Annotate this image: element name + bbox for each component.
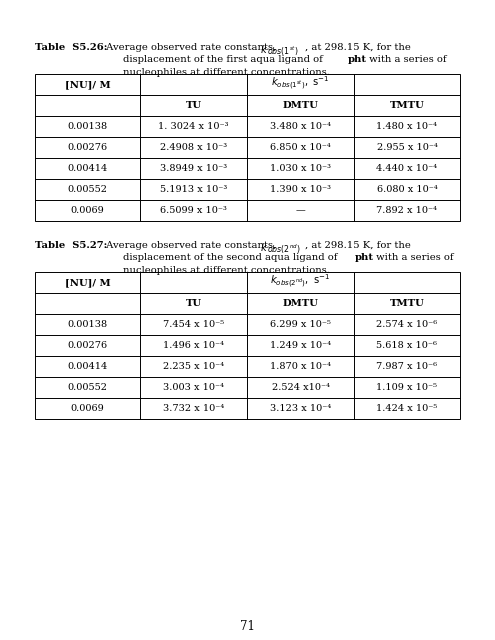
- Text: 5.1913 x 10⁻³: 5.1913 x 10⁻³: [160, 185, 227, 194]
- Bar: [35, 74, 460, 221]
- Text: DMTU: DMTU: [283, 101, 318, 110]
- Text: 1.249 x 10⁻⁴: 1.249 x 10⁻⁴: [270, 341, 331, 350]
- Text: 0.00414: 0.00414: [67, 164, 107, 173]
- Text: $\mathit{obs(2^{nd})}$: $\mathit{obs(2^{nd})}$: [267, 243, 300, 256]
- Text: 2.235 x 10⁻⁴: 2.235 x 10⁻⁴: [163, 362, 224, 371]
- Text: 1.390 x 10⁻³: 1.390 x 10⁻³: [270, 185, 331, 194]
- Text: 6.080 x 10⁻⁴: 6.080 x 10⁻⁴: [377, 185, 438, 194]
- Text: 4.440 x 10⁻⁴: 4.440 x 10⁻⁴: [376, 164, 438, 173]
- Text: Table  S5.26:: Table S5.26:: [35, 43, 107, 52]
- Text: 1.496 x 10⁻⁴: 1.496 x 10⁻⁴: [163, 341, 224, 350]
- Text: 0.00138: 0.00138: [67, 320, 107, 329]
- Text: $\it{k}$: $\it{k}$: [260, 241, 268, 253]
- Text: 0.0069: 0.0069: [71, 206, 104, 215]
- Text: 0.00276: 0.00276: [67, 341, 107, 350]
- Text: [NU]/ M: [NU]/ M: [65, 80, 110, 89]
- Text: 0.00552: 0.00552: [67, 383, 107, 392]
- Bar: [35, 272, 460, 419]
- Text: $\it{k}_{\mathit{obs(2^{nd})}},\ \mathrm{s}^{-1}$: $\it{k}_{\mathit{obs(2^{nd})}},\ \mathrm…: [270, 273, 330, 289]
- Text: DMTU: DMTU: [283, 299, 318, 308]
- Text: 0.00138: 0.00138: [67, 122, 107, 131]
- Text: displacement of the first aqua ligand of: displacement of the first aqua ligand of: [123, 56, 326, 65]
- Text: , at 298.15 K, for the: , at 298.15 K, for the: [305, 241, 411, 250]
- Text: 3.480 x 10⁻⁴: 3.480 x 10⁻⁴: [270, 122, 331, 131]
- Text: 2.524 x10⁻⁴: 2.524 x10⁻⁴: [271, 383, 330, 392]
- Text: 7.987 x 10⁻⁶: 7.987 x 10⁻⁶: [376, 362, 438, 371]
- Text: , at 298.15 K, for the: , at 298.15 K, for the: [305, 43, 411, 52]
- Text: 7.892 x 10⁻⁴: 7.892 x 10⁻⁴: [377, 206, 438, 215]
- Text: with a series of: with a series of: [373, 253, 453, 262]
- Text: pht: pht: [348, 56, 367, 65]
- Text: TU: TU: [186, 299, 201, 308]
- Text: $\it{k}_{\mathit{obs(1^{st})}},\ \mathrm{s}^{-1}$: $\it{k}_{\mathit{obs(1^{st})}},\ \mathrm…: [271, 74, 329, 92]
- Text: $\it{k}$: $\it{k}$: [260, 43, 268, 55]
- Text: 71: 71: [240, 620, 255, 632]
- Text: Table  S5.27:: Table S5.27:: [35, 241, 107, 250]
- Text: TU: TU: [186, 101, 201, 110]
- Text: 0.0069: 0.0069: [71, 404, 104, 413]
- Text: 3.003 x 10⁻⁴: 3.003 x 10⁻⁴: [163, 383, 224, 392]
- Text: 0.00414: 0.00414: [67, 362, 107, 371]
- Text: —: —: [296, 206, 305, 215]
- Text: 2.955 x 10⁻⁴: 2.955 x 10⁻⁴: [377, 143, 438, 152]
- Text: 3.732 x 10⁻⁴: 3.732 x 10⁻⁴: [163, 404, 224, 413]
- Text: nucleophiles at different concentrations.: nucleophiles at different concentrations…: [123, 266, 330, 275]
- Text: nucleophiles at different concentrations.: nucleophiles at different concentrations…: [123, 68, 330, 77]
- Text: 6.299 x 10⁻⁵: 6.299 x 10⁻⁵: [270, 320, 331, 329]
- Text: 1.030 x 10⁻³: 1.030 x 10⁻³: [270, 164, 331, 173]
- Text: 0.00552: 0.00552: [67, 185, 107, 194]
- Text: Average observed rate constants,: Average observed rate constants,: [103, 241, 276, 250]
- Text: 5.618 x 10⁻⁶: 5.618 x 10⁻⁶: [377, 341, 438, 350]
- Text: 1.109 x 10⁻⁵: 1.109 x 10⁻⁵: [377, 383, 438, 392]
- Text: 1.424 x 10⁻⁵: 1.424 x 10⁻⁵: [376, 404, 438, 413]
- Text: 1.480 x 10⁻⁴: 1.480 x 10⁻⁴: [377, 122, 438, 131]
- Text: 7.454 x 10⁻⁵: 7.454 x 10⁻⁵: [163, 320, 224, 329]
- Text: 6.850 x 10⁻⁴: 6.850 x 10⁻⁴: [270, 143, 331, 152]
- Text: pht: pht: [355, 253, 374, 262]
- Text: 2.574 x 10⁻⁶: 2.574 x 10⁻⁶: [376, 320, 438, 329]
- Text: displacement of the second aqua ligand of: displacement of the second aqua ligand o…: [123, 253, 341, 262]
- Text: 0.00276: 0.00276: [67, 143, 107, 152]
- Text: $\mathit{obs(1^{st})}$: $\mathit{obs(1^{st})}$: [267, 45, 299, 58]
- Text: 3.8949 x 10⁻³: 3.8949 x 10⁻³: [160, 164, 227, 173]
- Text: Average observed rate constants,: Average observed rate constants,: [103, 43, 276, 52]
- Text: TMTU: TMTU: [390, 101, 424, 110]
- Text: 1. 3024 x 10⁻³: 1. 3024 x 10⁻³: [158, 122, 229, 131]
- Text: 3.123 x 10⁻⁴: 3.123 x 10⁻⁴: [270, 404, 331, 413]
- Text: 2.4908 x 10⁻³: 2.4908 x 10⁻³: [160, 143, 227, 152]
- Text: 1.870 x 10⁻⁴: 1.870 x 10⁻⁴: [270, 362, 331, 371]
- Text: TMTU: TMTU: [390, 299, 424, 308]
- Text: [NU]/ M: [NU]/ M: [65, 278, 110, 287]
- Text: 6.5099 x 10⁻³: 6.5099 x 10⁻³: [160, 206, 227, 215]
- Text: with a series of: with a series of: [366, 56, 446, 65]
